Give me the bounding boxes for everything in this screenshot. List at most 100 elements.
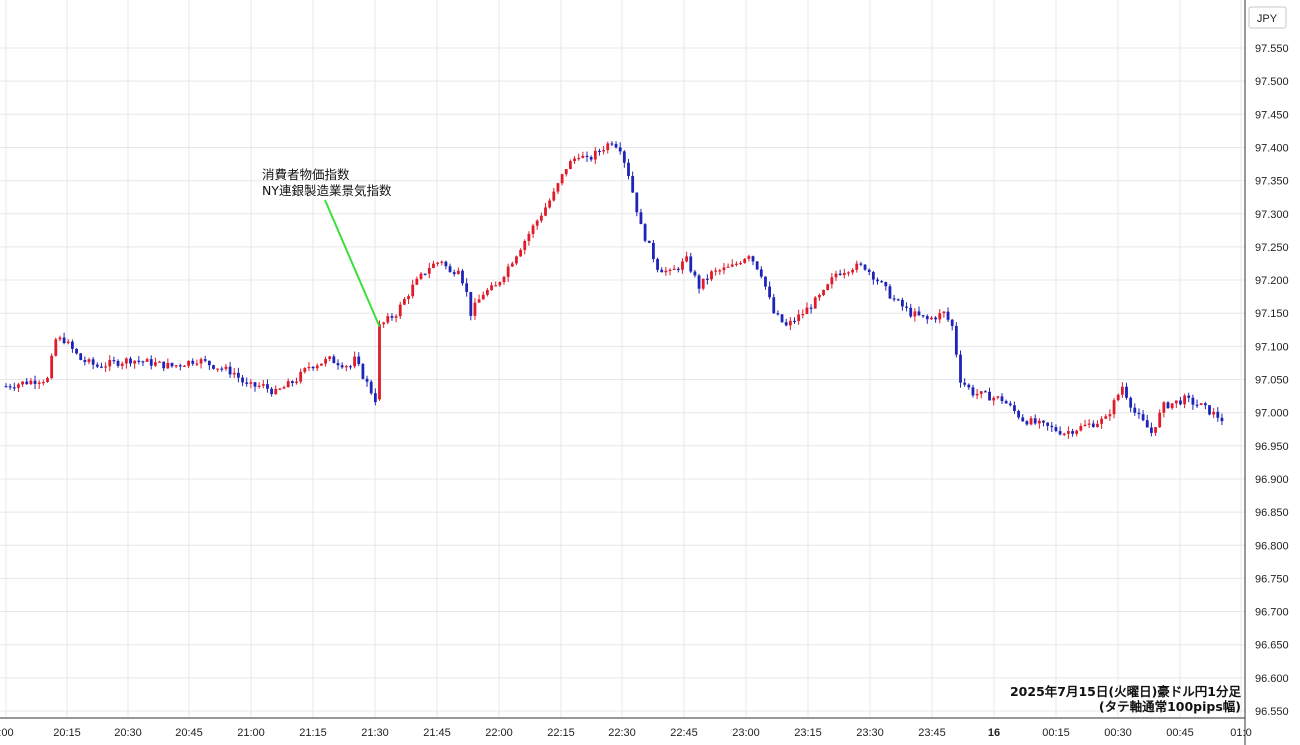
candle-body (336, 363, 340, 366)
candle-body (1220, 417, 1224, 422)
candle-body (75, 348, 78, 354)
candle-body (1179, 400, 1182, 405)
candle-body (934, 317, 937, 320)
candle-body (232, 372, 236, 375)
candle-body (1046, 422, 1050, 426)
candle-body (1166, 402, 1170, 409)
candle-body (1104, 416, 1108, 419)
candle-body (469, 291, 473, 316)
candle-body (1042, 420, 1045, 423)
candle-body (120, 363, 124, 366)
candle-body (1008, 403, 1012, 406)
candle-body (328, 356, 332, 360)
candle-body (282, 387, 286, 389)
candle-body (805, 307, 809, 315)
candle-body (1120, 386, 1124, 395)
candle-body (950, 319, 954, 326)
candle-body (855, 263, 859, 270)
candle-body (585, 155, 589, 158)
candle-body (1174, 400, 1178, 404)
candle-body (1004, 401, 1008, 404)
price-tick-label: 97.300 (1255, 209, 1289, 221)
candle-body (842, 273, 846, 275)
candle-body (863, 264, 867, 270)
candle-body (174, 365, 178, 367)
candle-body (145, 359, 149, 362)
candle-body (851, 269, 854, 273)
candle-body (270, 388, 273, 395)
price-tick-label: 97.500 (1255, 76, 1289, 88)
candle-body (871, 272, 875, 280)
candle-body (1058, 431, 1062, 435)
candle-body (1154, 427, 1157, 433)
candle-body (515, 256, 518, 264)
candle-body (199, 359, 203, 364)
candle-body (560, 174, 564, 184)
candle-body (133, 360, 137, 364)
candle-body (925, 316, 929, 320)
candle-body (448, 266, 452, 273)
annotation-arrow (324, 199, 381, 327)
candle-body (1033, 418, 1037, 424)
candle-body (747, 256, 751, 259)
candle-body (1191, 397, 1195, 405)
currency-badge[interactable] (1248, 6, 1287, 29)
candle-body (901, 299, 904, 307)
candle-body (718, 270, 722, 272)
candle-body (1158, 412, 1162, 428)
time-tick-label: 22:30 (608, 727, 636, 739)
candle-body (1150, 427, 1153, 433)
candle-body (141, 361, 145, 363)
candle-body (635, 192, 639, 213)
candle-body (510, 263, 514, 267)
price-tick-label: 96.650 (1255, 640, 1289, 652)
candle-body (1067, 431, 1070, 434)
candle-body (423, 273, 427, 275)
time-tick-label: 20:15 (53, 727, 81, 739)
candle-body (888, 286, 892, 299)
candle-body (253, 382, 257, 387)
candle-body (813, 297, 817, 309)
candle-body (768, 286, 771, 298)
candle-body (1013, 405, 1016, 411)
candle-body (589, 157, 593, 160)
candle-body (946, 311, 950, 320)
candle-body (959, 354, 962, 383)
candle-body (46, 378, 49, 382)
candle-body (685, 256, 688, 262)
candle-body (693, 271, 697, 276)
candle-body (41, 381, 45, 384)
candle-body (170, 362, 174, 367)
candle-body (1029, 418, 1033, 425)
candle-body (801, 314, 805, 316)
candle-body (394, 316, 398, 318)
candle-body (1054, 427, 1058, 432)
price-tick-label: 96.800 (1255, 540, 1289, 552)
candle-body (942, 311, 946, 314)
price-tick-label: 96.850 (1255, 507, 1289, 519)
candle-body (988, 391, 991, 401)
candle-body (1087, 423, 1091, 425)
price-tick-label: 97.400 (1255, 142, 1289, 154)
candle-body (486, 290, 489, 295)
candle-body (622, 151, 626, 163)
price-tick-label: 96.550 (1255, 706, 1289, 718)
candle-body (954, 325, 958, 355)
candle-body (664, 270, 668, 273)
candle-body (788, 320, 792, 326)
candle-body (216, 368, 220, 370)
candle-body (759, 269, 763, 277)
candle-body (228, 366, 232, 375)
candle-body (191, 360, 195, 364)
candle-body (710, 271, 713, 280)
candle-body (776, 313, 780, 315)
candle-body (502, 276, 506, 283)
candle-body (324, 359, 327, 364)
candle-body (963, 382, 967, 385)
candle-body (552, 191, 556, 201)
candle-body (237, 372, 240, 378)
candle-body (349, 366, 352, 368)
candle-body (403, 299, 406, 305)
candle-body (37, 382, 41, 384)
